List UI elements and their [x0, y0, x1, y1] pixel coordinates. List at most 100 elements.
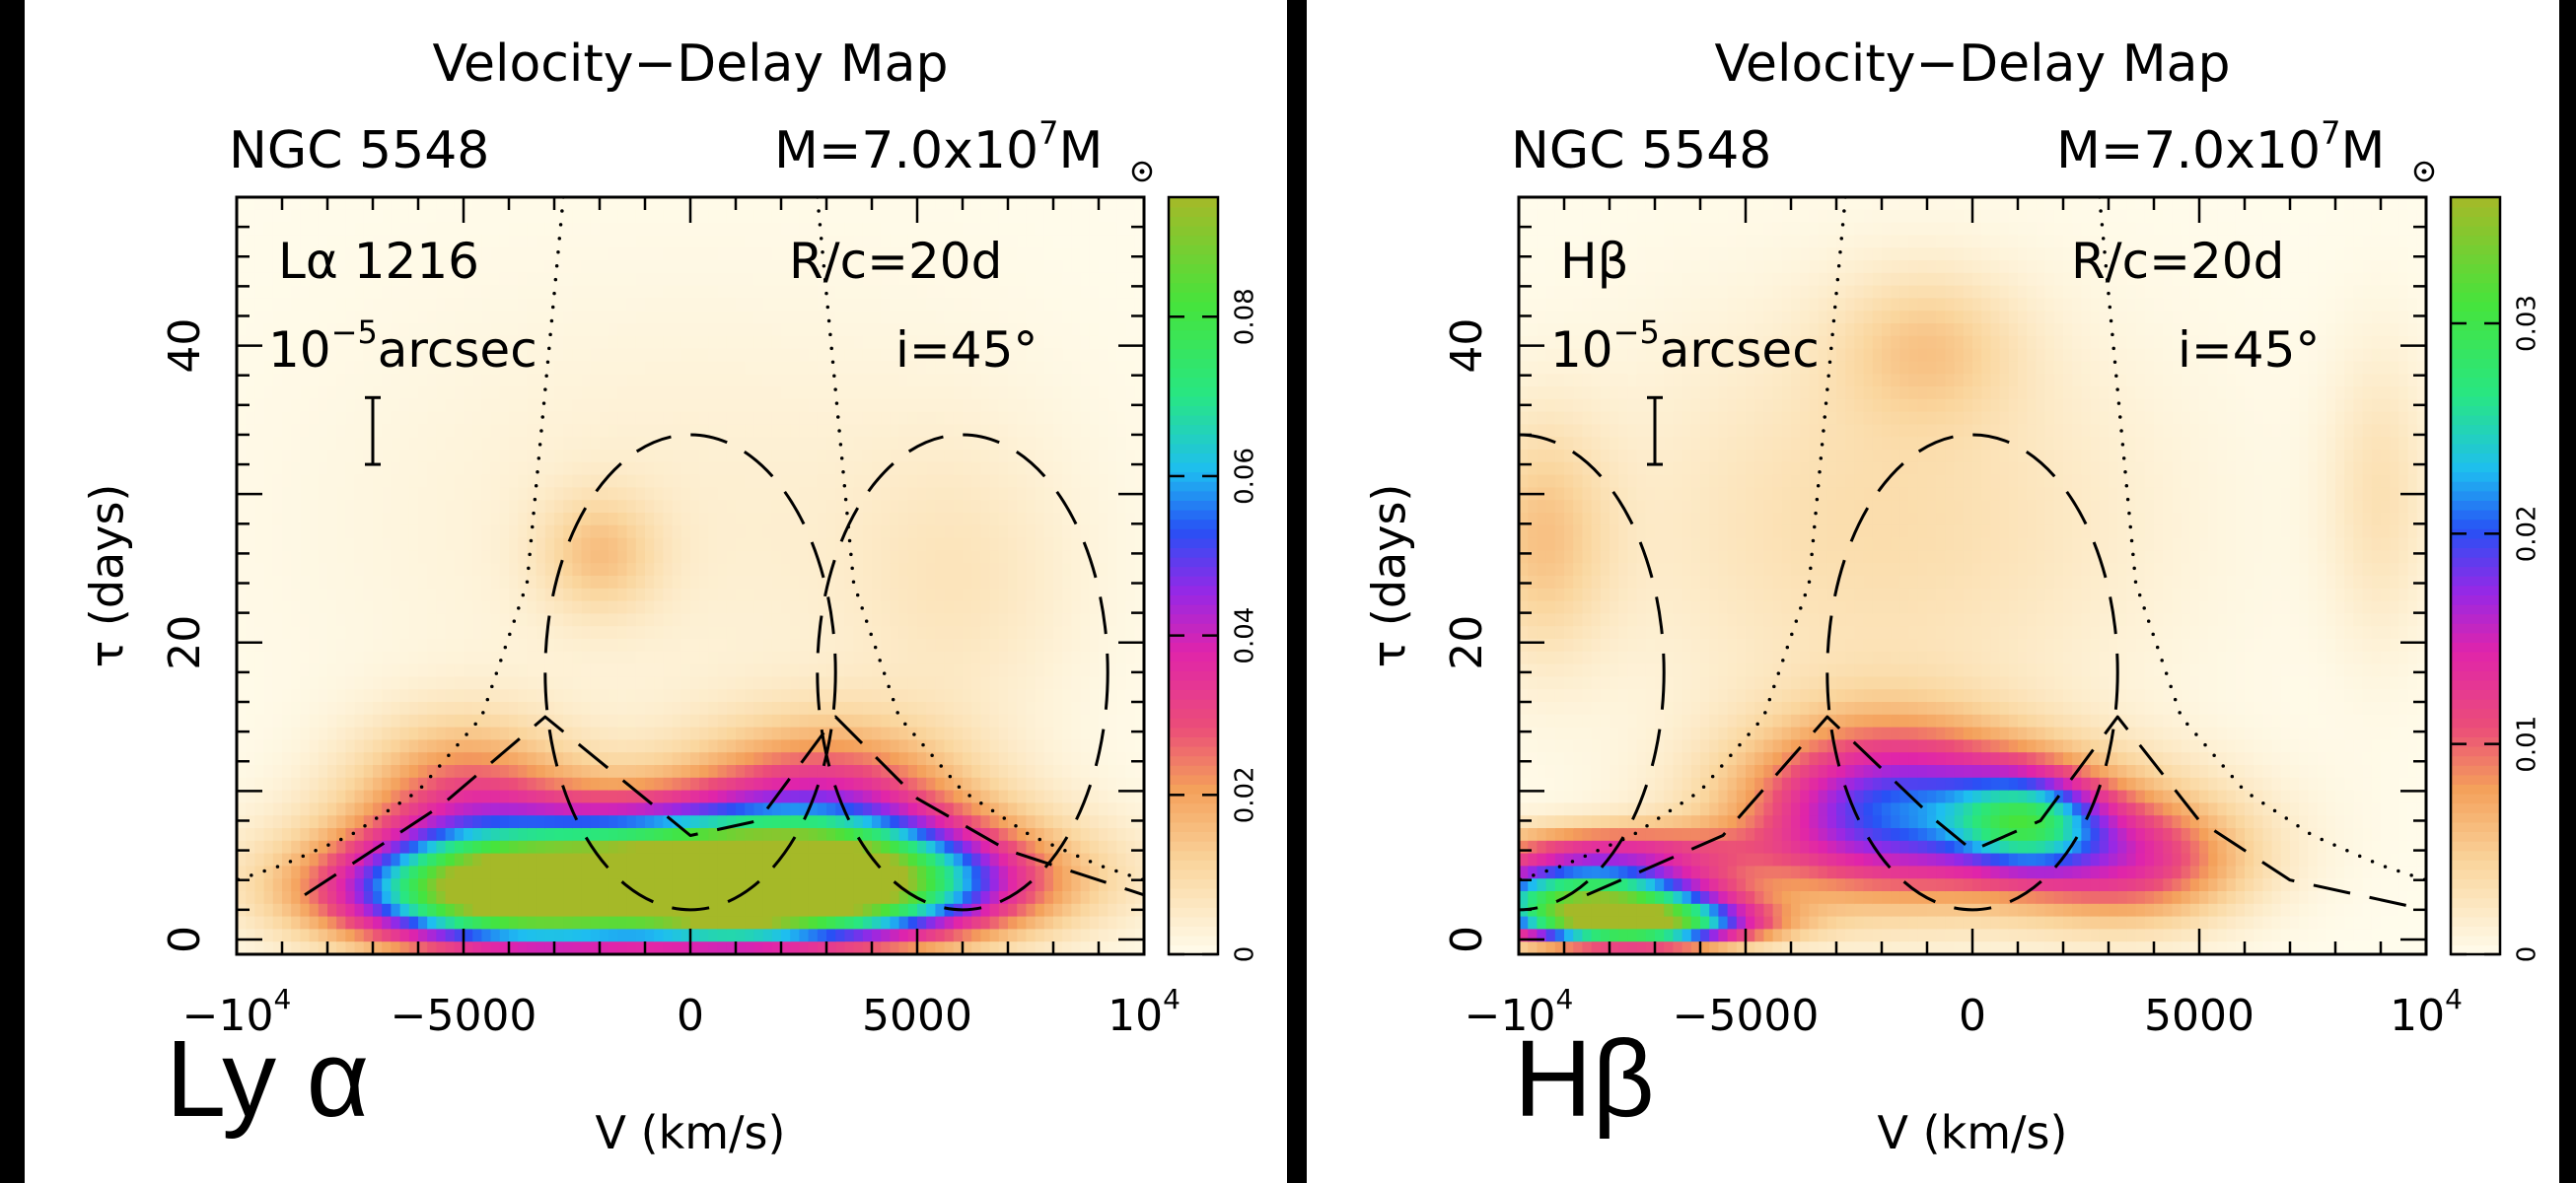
heatmap-cell — [753, 374, 764, 387]
heatmap-cell — [608, 853, 619, 868]
heatmap-cell — [499, 437, 510, 451]
heatmap-cell — [254, 639, 265, 653]
heatmap-cell — [881, 815, 892, 829]
heatmap-cell — [399, 916, 410, 931]
heatmap-cell — [399, 663, 410, 678]
heatmap-cell — [481, 513, 492, 526]
heatmap-cell — [600, 374, 609, 387]
heatmap-cell — [454, 676, 465, 690]
heatmap-cell — [980, 626, 991, 640]
heatmap-cell — [708, 639, 719, 653]
heatmap-cell — [980, 335, 991, 350]
heatmap-cell — [309, 487, 320, 501]
heatmap-cell — [626, 941, 637, 955]
heatmap-cell — [436, 739, 447, 753]
heatmap-cell — [663, 727, 674, 741]
heatmap-cell — [835, 298, 846, 312]
heatmap-cell — [445, 311, 456, 324]
heatmap-cell — [826, 739, 836, 753]
heatmap-cell — [726, 929, 737, 942]
heatmap-cell — [736, 903, 746, 918]
heatmap-cell — [454, 235, 465, 248]
heatmap-cell — [762, 209, 773, 224]
heatmap-cell — [799, 500, 810, 514]
heatmap-cell — [953, 513, 964, 526]
heatmap-cell — [872, 361, 882, 375]
heatmap-cell — [518, 752, 529, 766]
heatmap-cell — [680, 374, 691, 387]
heatmap-cell — [781, 260, 791, 274]
heatmap-cell — [454, 802, 465, 816]
heatmap-cell — [309, 727, 320, 741]
heatmap-cell — [472, 247, 483, 261]
heatmap-cell — [345, 815, 356, 829]
heatmap-cell — [617, 348, 628, 363]
heatmap-cell — [481, 424, 492, 438]
heatmap-cell — [300, 424, 311, 438]
heatmap-cell — [971, 374, 982, 387]
heatmap-cell — [318, 537, 328, 552]
heatmap-cell — [808, 348, 819, 363]
heatmap-cell — [590, 386, 601, 400]
heatmap-cell — [953, 676, 964, 690]
heatmap-cell — [282, 260, 292, 274]
heatmap-cell — [608, 702, 619, 716]
heatmap-cell — [672, 513, 682, 526]
heatmap-cell — [600, 752, 609, 766]
heatmap-cell — [753, 651, 764, 665]
heatmap-cell — [572, 298, 583, 312]
heatmap-cell — [980, 537, 991, 552]
heatmap-cell — [363, 878, 374, 892]
heatmap-cell — [935, 311, 946, 324]
heatmap-cell — [309, 941, 320, 955]
heatmap-cell — [464, 524, 473, 539]
heatmap-cell — [690, 461, 700, 476]
heatmap-cell — [608, 537, 619, 552]
heatmap-cell — [935, 866, 946, 879]
heatmap-cell — [536, 815, 546, 829]
heatmap-cell — [626, 537, 637, 552]
heatmap-cell — [635, 739, 646, 753]
heatmap-cell — [418, 613, 428, 627]
heatmap-cell — [472, 576, 483, 590]
heatmap-cell — [663, 663, 674, 678]
heatmap-cell — [690, 474, 700, 489]
heatmap-cell — [499, 537, 510, 552]
heatmap-cell — [354, 361, 365, 375]
heatmap-cell — [382, 474, 393, 489]
heatmap-cell — [282, 576, 292, 590]
heatmap-cell — [907, 689, 918, 703]
heatmap-cell — [490, 348, 501, 363]
heatmap-cell — [808, 487, 819, 501]
heatmap-cell — [427, 588, 438, 602]
heatmap-cell — [272, 247, 283, 261]
heatmap-cell — [373, 576, 383, 590]
heatmap-cell — [771, 891, 782, 905]
heatmap-cell — [309, 524, 320, 539]
heatmap-cell — [590, 853, 601, 868]
heatmap-cell — [254, 588, 265, 602]
heatmap-cell — [572, 222, 583, 237]
heatmap-cell — [590, 222, 601, 237]
heatmap-cell — [254, 235, 265, 248]
heatmap-cell — [808, 929, 819, 942]
heatmap-cell — [963, 222, 972, 237]
heatmap-cell — [717, 777, 728, 792]
heatmap-cell — [771, 386, 782, 400]
heatmap-cell — [427, 398, 438, 413]
heatmap-cell — [944, 588, 955, 602]
heatmap-cell — [336, 727, 347, 741]
heatmap-cell — [835, 891, 846, 905]
heatmap-cell — [672, 853, 682, 868]
heatmap-cell — [853, 853, 864, 868]
heatmap-cell — [853, 613, 864, 627]
heatmap-cell — [745, 474, 755, 489]
heatmap-cell — [572, 272, 583, 287]
heatmap-cell — [554, 513, 564, 526]
heatmap-cell — [373, 853, 383, 868]
heatmap-cell — [581, 450, 592, 463]
heatmap-cell — [781, 222, 791, 237]
heatmap-cell — [690, 247, 700, 261]
heatmap-cell — [581, 563, 592, 577]
heatmap-cell — [753, 866, 764, 879]
